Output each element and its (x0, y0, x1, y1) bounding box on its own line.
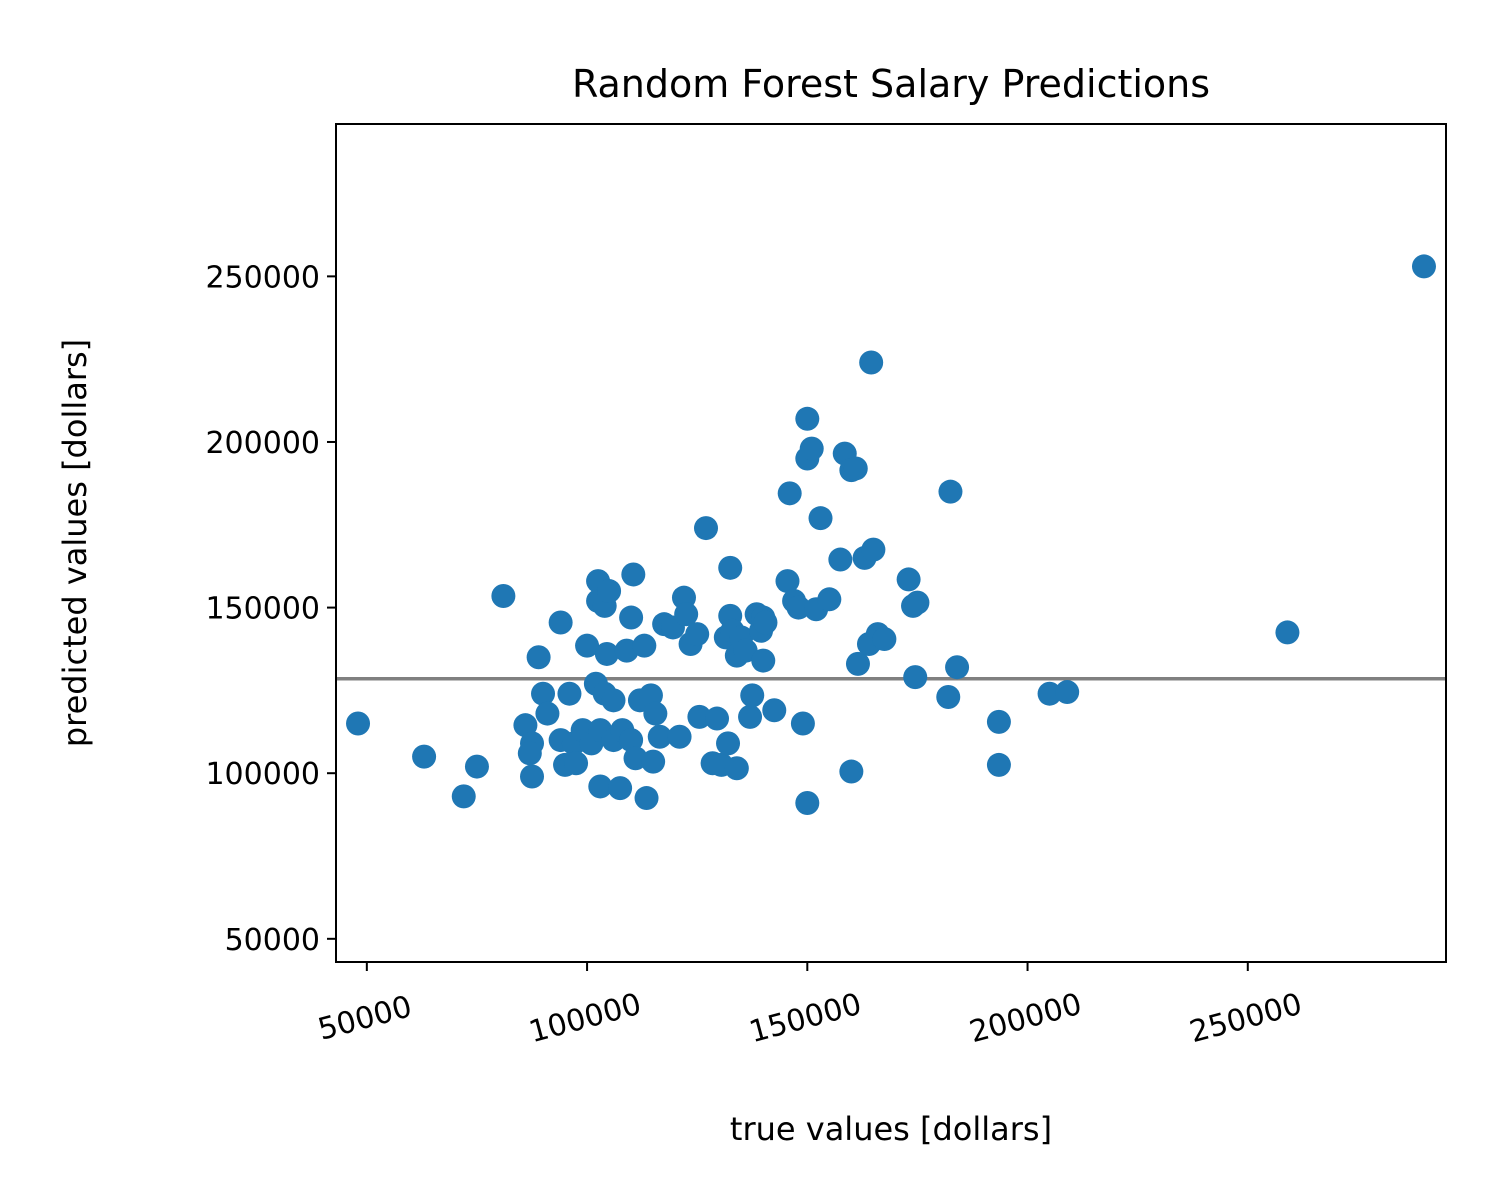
data-point (621, 562, 646, 587)
data-point (451, 784, 476, 809)
data-point (845, 651, 870, 676)
data-point (724, 756, 749, 781)
y-tick-label: 150000 (205, 592, 320, 627)
data-point (643, 701, 668, 726)
data-point (346, 711, 371, 736)
data-point (986, 709, 1011, 734)
chart-title: Random Forest Salary Predictions (572, 62, 1210, 106)
data-point (799, 436, 824, 461)
data-point (786, 595, 811, 620)
data-point (859, 350, 884, 375)
data-point (753, 610, 778, 635)
data-point (839, 759, 864, 784)
x-tick-label: 150000 (746, 987, 866, 1050)
data-point (694, 516, 718, 541)
data-point (491, 583, 516, 608)
data-point (632, 633, 657, 658)
data-point (1275, 620, 1300, 645)
x-tick-label: 50000 (314, 989, 415, 1048)
x-axis: 50000 100000 150000 200000 250000 (314, 962, 1306, 1050)
data-point (740, 683, 765, 708)
data-point (738, 704, 763, 729)
y-tick-label: 250000 (205, 260, 320, 295)
data-point (601, 688, 626, 713)
data-point (795, 406, 820, 431)
x-tick-label: 250000 (1186, 987, 1306, 1050)
y-axis: 50000 100000 150000 200000 250000 (205, 260, 336, 958)
data-point (647, 724, 672, 749)
data-point (986, 752, 1011, 777)
data-point (808, 506, 833, 531)
data-point (634, 786, 659, 811)
data-point (685, 622, 710, 647)
plot-area (336, 254, 1446, 816)
data-point (795, 791, 820, 816)
data-point (817, 587, 842, 612)
data-point (575, 633, 600, 658)
data-point (588, 774, 613, 799)
data-point (674, 602, 699, 627)
data-point (938, 479, 963, 504)
data-point (705, 706, 730, 731)
x-tick-label: 100000 (525, 987, 645, 1050)
data-point (936, 685, 961, 710)
data-point (762, 698, 787, 723)
data-point (597, 579, 622, 604)
data-point (638, 683, 663, 708)
data-point (667, 724, 692, 749)
y-tick-label: 50000 (225, 923, 320, 958)
x-axis-label: true values [dollars] (730, 1110, 1052, 1148)
data-point (641, 749, 666, 774)
data-point (520, 764, 545, 789)
data-point (945, 655, 970, 680)
data-point (828, 547, 853, 572)
y-tick-label: 100000 (205, 757, 320, 792)
data-point (843, 456, 868, 481)
data-point (790, 711, 815, 736)
data-point (1055, 680, 1080, 705)
data-point (1037, 681, 1062, 706)
data-point (716, 731, 741, 756)
data-point (608, 776, 633, 801)
data-point (619, 728, 644, 753)
data-point (517, 741, 542, 766)
data-point (777, 481, 802, 506)
data-point (548, 610, 573, 635)
data-point (751, 648, 776, 673)
data-point (535, 701, 560, 726)
data-point (905, 590, 930, 615)
data-point (903, 665, 928, 690)
data-point (557, 681, 582, 706)
data-point (531, 681, 556, 706)
data-point (513, 713, 538, 738)
data-point (594, 641, 619, 666)
data-point (1411, 254, 1436, 279)
data-point (861, 537, 886, 562)
data-point (526, 645, 551, 670)
data-point (872, 627, 897, 652)
data-point (464, 754, 489, 779)
data-point (718, 555, 743, 580)
data-point (412, 744, 437, 769)
y-tick-label: 200000 (205, 426, 320, 461)
y-axis-label: predicted values [dollars] (56, 339, 94, 747)
data-point (775, 569, 800, 594)
data-point (687, 704, 712, 729)
plot-frame (335, 123, 1447, 963)
data-point (896, 567, 921, 592)
data-point (619, 605, 644, 630)
data-point (564, 751, 589, 776)
x-tick-label: 200000 (966, 987, 1086, 1050)
data-point (733, 638, 758, 663)
